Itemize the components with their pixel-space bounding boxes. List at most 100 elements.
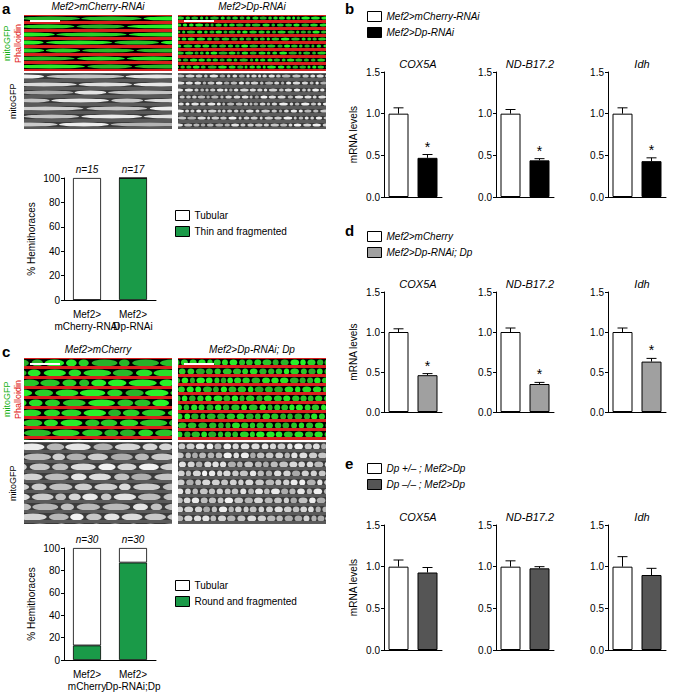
svg-text:0.0: 0.0 (590, 192, 604, 203)
svg-text:20: 20 (49, 632, 61, 643)
svg-text:mCherry-RNAi: mCherry-RNAi (55, 321, 120, 332)
html-text:Mef2>Dp-RNAi: Mef2>Dp-RNAi (218, 1, 286, 12)
svg-text:0.0: 0.0 (590, 407, 604, 418)
html-text:b: b (345, 0, 355, 17)
svg-text:n=15: n=15 (76, 164, 99, 175)
svg-text:1.0: 1.0 (590, 108, 604, 119)
svg-text:Mef2>mCherry: Mef2>mCherry (387, 231, 454, 242)
svg-text:Dp-RNAi;Dp: Dp-RNAi;Dp (105, 681, 160, 692)
svg-text:Idh: Idh (634, 58, 649, 70)
svg-text:Idh: Idh (634, 511, 649, 523)
svg-text:mRNA levels: mRNA levels (348, 323, 359, 380)
svg-text:1.5: 1.5 (478, 67, 492, 78)
svg-text:Tubular: Tubular (195, 580, 229, 591)
svg-text:*: * (425, 358, 431, 374)
svg-text:Mef2>mCherry-RNAi: Mef2>mCherry-RNAi (387, 11, 481, 22)
svg-text:0.5: 0.5 (590, 367, 604, 378)
svg-text:Dp +/– ; Mef2>Dp: Dp +/– ; Mef2>Dp (387, 463, 466, 474)
svg-text:1.5: 1.5 (590, 67, 604, 78)
svg-text:1.0: 1.0 (478, 561, 492, 572)
svg-text:ND-B17.2: ND-B17.2 (506, 278, 554, 290)
svg-text:Mef2>Dp-RNAi: Mef2>Dp-RNAi (387, 27, 455, 38)
svg-text:100: 100 (43, 543, 60, 554)
svg-text:100: 100 (43, 173, 60, 184)
svg-text:COX5A: COX5A (399, 511, 436, 523)
svg-text:*: * (537, 143, 543, 159)
svg-text:n=30: n=30 (122, 534, 145, 545)
svg-text:20: 20 (49, 270, 61, 281)
svg-text:ND-B17.2: ND-B17.2 (506, 58, 554, 70)
svg-text:Tubular: Tubular (195, 210, 229, 221)
svg-text:80: 80 (49, 565, 61, 576)
svg-text:% Hemithoraces: % Hemithoraces (26, 202, 37, 275)
svg-text:*: * (649, 142, 655, 158)
svg-text:0.0: 0.0 (478, 407, 492, 418)
html-text:Mef2>mCherry: Mef2>mCherry (64, 344, 132, 355)
svg-text:0.5: 0.5 (478, 603, 492, 614)
svg-text:1.0: 1.0 (590, 561, 604, 572)
svg-text:0.0: 0.0 (366, 407, 380, 418)
svg-text:1.0: 1.0 (366, 561, 380, 572)
svg-text:0: 0 (54, 655, 60, 666)
svg-text:n=17: n=17 (122, 164, 145, 175)
svg-text:0.5: 0.5 (590, 150, 604, 161)
html-text:mitoGFP: mitoGFP (8, 83, 18, 119)
svg-text:Dp-RNAi: Dp-RNAi (113, 321, 152, 332)
svg-text:80: 80 (49, 197, 61, 208)
svg-text:1.0: 1.0 (478, 327, 492, 338)
svg-text:Idh: Idh (634, 278, 649, 290)
svg-text:Dp –/– ; Mef2>Dp: Dp –/– ; Mef2>Dp (387, 479, 466, 490)
html-text:Mef2>mCherry-RNAi: Mef2>mCherry-RNAi (51, 1, 145, 12)
svg-text:1.0: 1.0 (590, 327, 604, 338)
svg-text:0: 0 (54, 295, 60, 306)
svg-text:1.5: 1.5 (590, 287, 604, 298)
svg-text:Mef2>Dp-RNAi; Dp: Mef2>Dp-RNAi; Dp (387, 247, 473, 258)
svg-text:0.5: 0.5 (478, 367, 492, 378)
html-text:Mef2>Dp-RNAi; Dp: Mef2>Dp-RNAi; Dp (209, 344, 295, 355)
svg-text:Thin and fragmented: Thin and fragmented (195, 226, 287, 237)
svg-text:COX5A: COX5A (399, 58, 436, 70)
svg-text:1.5: 1.5 (366, 520, 380, 531)
svg-text:1.5: 1.5 (366, 287, 380, 298)
svg-text:Mef2>: Mef2> (119, 669, 147, 680)
svg-text:*: * (425, 139, 431, 155)
svg-text:1.0: 1.0 (366, 327, 380, 338)
svg-text:mRNA levels: mRNA levels (348, 559, 359, 616)
svg-text:0.5: 0.5 (366, 367, 380, 378)
svg-text:1.5: 1.5 (366, 67, 380, 78)
html-text:mitoGFP: mitoGFP (2, 381, 12, 417)
svg-text:1.5: 1.5 (478, 287, 492, 298)
svg-text:1.0: 1.0 (366, 108, 380, 119)
svg-text:0.0: 0.0 (366, 192, 380, 203)
html-text:d: d (345, 222, 355, 239)
svg-text:0.0: 0.0 (478, 645, 492, 656)
svg-text:*: * (537, 366, 543, 382)
svg-text:0.0: 0.0 (590, 645, 604, 656)
svg-text:40: 40 (49, 610, 61, 621)
svg-text:0.5: 0.5 (478, 150, 492, 161)
svg-text:ND-B17.2: ND-B17.2 (506, 511, 554, 523)
svg-text:Round and fragmented: Round and fragmented (195, 596, 297, 607)
svg-text:0.0: 0.0 (478, 192, 492, 203)
svg-text:1.0: 1.0 (478, 108, 492, 119)
svg-text:1.5: 1.5 (590, 520, 604, 531)
html-text:Phalloidin: Phalloidin (13, 23, 23, 63)
svg-text:60: 60 (49, 221, 61, 232)
svg-text:n=30: n=30 (76, 534, 99, 545)
svg-text:Mef2>: Mef2> (119, 309, 147, 320)
html-text:mitoGFP: mitoGFP (2, 25, 12, 61)
svg-text:0.5: 0.5 (590, 603, 604, 614)
svg-text:COX5A: COX5A (399, 278, 436, 290)
svg-text:Mef2>: Mef2> (73, 669, 101, 680)
svg-text:60: 60 (49, 587, 61, 598)
svg-text:mRNA levels: mRNA levels (348, 106, 359, 163)
svg-text:40: 40 (49, 246, 61, 257)
svg-text:0.5: 0.5 (366, 603, 380, 614)
svg-text:*: * (649, 342, 655, 358)
svg-text:Mef2>: Mef2> (73, 309, 101, 320)
svg-text:0.0: 0.0 (366, 645, 380, 656)
svg-text:0.5: 0.5 (366, 150, 380, 161)
svg-text:% Hemithoraces: % Hemithoraces (26, 567, 37, 640)
svg-text:mCherry: mCherry (68, 681, 106, 692)
svg-text:1.5: 1.5 (478, 520, 492, 531)
